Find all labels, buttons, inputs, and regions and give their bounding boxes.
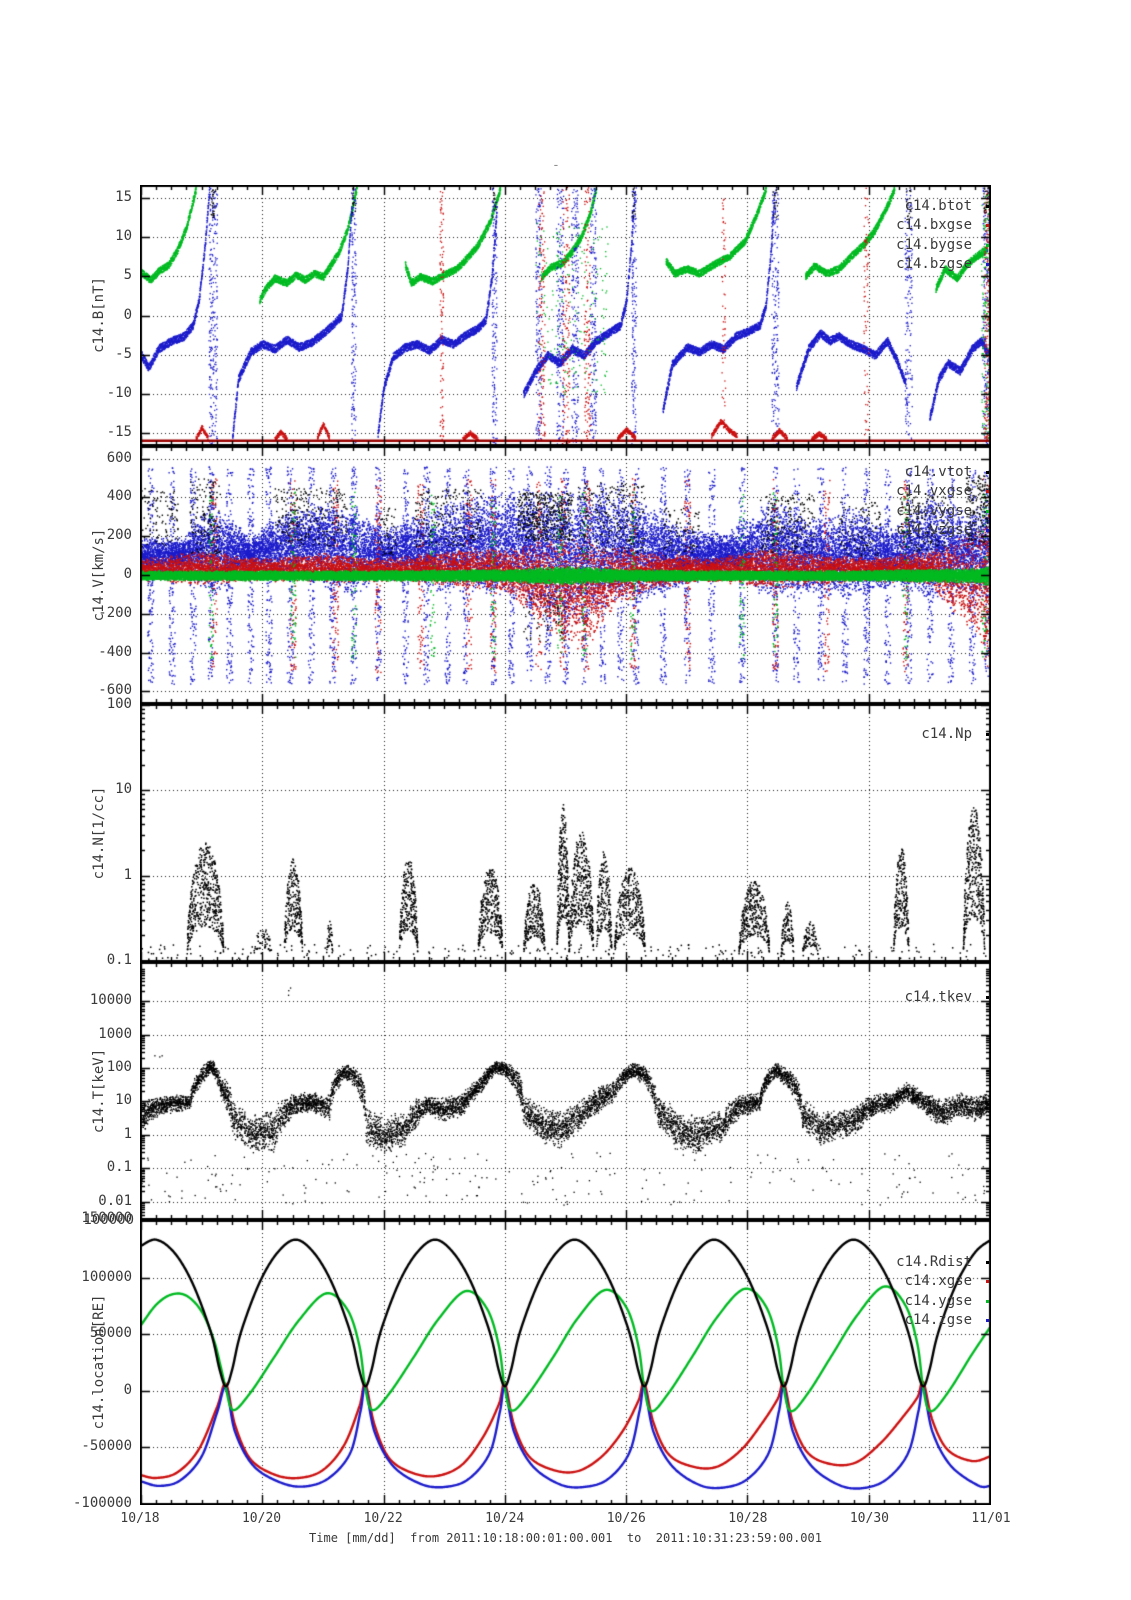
y-tick-label: 0: [123, 306, 132, 323]
y-tick-label: 600: [106, 449, 132, 466]
x-tick-label: 10/18: [120, 1511, 160, 1526]
legend-label: c14.vtot: [904, 464, 972, 480]
y-tick-label: 0.1: [106, 1159, 132, 1176]
legend-marker: [986, 528, 989, 532]
legend-label: c14.bzgse: [896, 255, 972, 272]
legend-marker: [986, 224, 989, 228]
y-tick-label-overlap: 150000: [81, 1210, 132, 1226]
legend-label: c14.xgse: [904, 1273, 972, 1290]
y-tick-label: -50000: [81, 1438, 132, 1455]
legend-label: c14.btot: [904, 198, 972, 214]
y-tick-label: 1000: [98, 1025, 132, 1042]
x-tick-label: 10/22: [363, 1511, 403, 1526]
y-tick-label: -100000: [72, 1495, 132, 1511]
x-tick-label: 10/20: [241, 1511, 282, 1526]
y-tick-label: 100: [106, 696, 132, 712]
panel-velocity-canvas: [140, 446, 991, 704]
x-axis-title: Time [mm/dd] from 2011:10:18:00:01:00.00…: [309, 1531, 822, 1545]
top-dash: -: [552, 158, 560, 173]
legend-marker: [986, 1261, 989, 1264]
panel-bfield-canvas: [140, 185, 991, 446]
y-tick-label: 0: [123, 566, 132, 582]
x-tick-label: 10/26: [606, 1511, 646, 1526]
y-tick-label: 1: [123, 1125, 132, 1142]
legend-marker: [986, 996, 989, 999]
y-axis-title-location: c14.location[RE]: [91, 1294, 107, 1430]
legend-marker: [986, 262, 989, 266]
legend-label: c14.tkev: [904, 989, 972, 1005]
y-tick-label: 10000: [89, 992, 132, 1009]
legend-label: c14.vygse: [896, 502, 972, 519]
y-tick-label: 10: [115, 781, 132, 798]
y-tick-label: 10: [115, 1092, 132, 1109]
y-tick-label: 200: [106, 527, 132, 544]
legend-marker: [986, 1280, 989, 1284]
legend-label: c14.Np: [921, 726, 972, 742]
y-tick-label: 100: [106, 1059, 132, 1076]
panel-density-canvas: [140, 704, 991, 962]
x-tick-label: 10/28: [728, 1511, 768, 1526]
legend-label: c14.ygse: [904, 1292, 972, 1309]
y-tick-label: -15: [106, 424, 132, 441]
x-tick-label: 11/01: [971, 1511, 1011, 1526]
y-tick-label: 5: [123, 267, 132, 284]
legend-marker: [986, 490, 989, 494]
y-axis-title-density: c14.N[1/cc]: [91, 786, 107, 880]
legend-marker: [986, 1318, 989, 1322]
y-tick-label: 1: [123, 866, 132, 883]
legend-marker: [986, 509, 989, 513]
y-tick-label: -5: [115, 345, 132, 362]
y-tick-label-overlap: 100000: [83, 1212, 134, 1228]
panel-temperature-canvas: [140, 962, 991, 1220]
y-tick-label: -600: [98, 682, 132, 699]
legend-marker: [986, 733, 989, 736]
legend-label: c14.vzgse: [896, 521, 972, 538]
y-tick-label: 0.01: [98, 1192, 132, 1209]
y-tick-label: -200: [98, 604, 132, 621]
legend-label: c14.vxgse: [896, 483, 972, 500]
y-tick-label: 0.1: [106, 952, 132, 968]
y-tick-label: 15: [115, 188, 132, 205]
y-tick-label: 0: [123, 1381, 132, 1398]
legend-marker: [986, 1299, 989, 1303]
y-tick-label: 10: [115, 228, 132, 244]
legend-label: c14.zgse: [904, 1311, 972, 1328]
legend-label: c14.bxgse: [896, 217, 972, 234]
y-tick-label: 100000: [81, 1268, 132, 1285]
panel-location-canvas: [140, 1220, 991, 1505]
y-tick-label: 400: [106, 488, 132, 505]
y-tick-label: -400: [98, 643, 132, 660]
legend-marker: [986, 471, 989, 474]
legend-label: c14.bygse: [896, 236, 972, 253]
y-tick-label: -10: [106, 384, 132, 401]
x-tick-label: 10/30: [849, 1511, 889, 1526]
y-tick-label: 50000: [89, 1325, 132, 1342]
legend-marker: [986, 243, 989, 247]
legend-marker: [986, 205, 989, 208]
x-tick-label: 10/24: [485, 1511, 525, 1526]
legend-label: c14.Rdist: [896, 1254, 972, 1270]
